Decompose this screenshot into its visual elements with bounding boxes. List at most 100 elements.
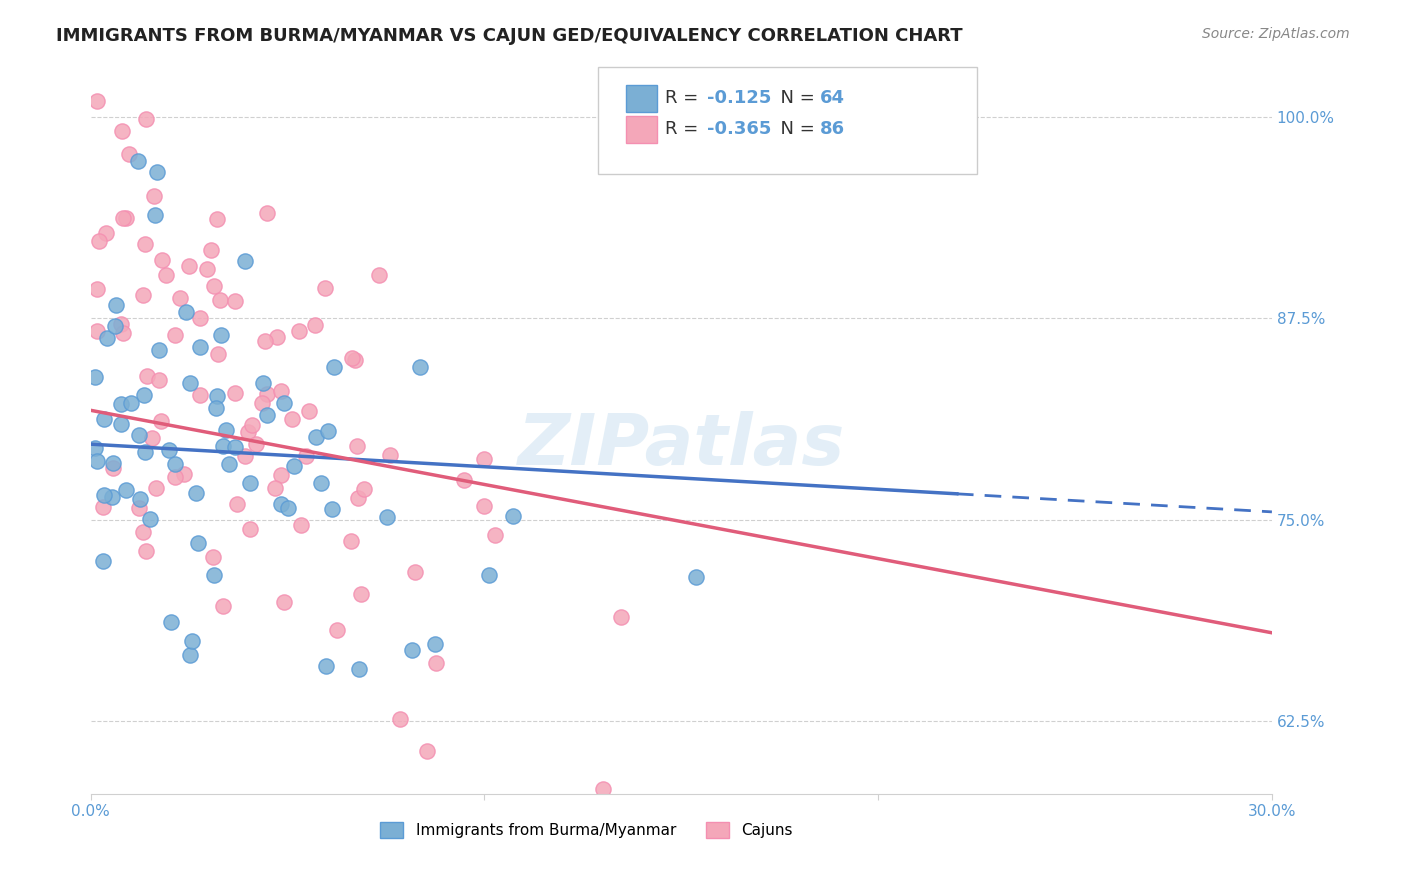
Point	[322, 359, 344, 374]
Point	[212, 438, 235, 452]
Point	[224, 385, 246, 400]
Point	[89, 234, 111, 248]
Point	[233, 449, 256, 463]
Point	[233, 253, 256, 268]
Point	[254, 334, 277, 348]
Point	[155, 268, 177, 282]
Text: Source: ZipAtlas.com: Source: ZipAtlas.com	[1202, 27, 1350, 41]
Point	[114, 483, 136, 497]
Point	[181, 633, 204, 648]
Point	[101, 460, 124, 475]
Point	[111, 326, 134, 340]
Point	[423, 637, 446, 651]
Point	[148, 343, 170, 358]
Point	[377, 510, 399, 524]
Point	[179, 376, 201, 390]
Point	[205, 401, 228, 416]
Point	[132, 524, 155, 539]
Point	[298, 404, 321, 418]
Point	[472, 499, 495, 513]
Point	[132, 388, 155, 402]
Point	[93, 554, 115, 568]
Point	[264, 481, 287, 495]
Point	[100, 491, 122, 505]
Point	[86, 282, 108, 296]
Point	[128, 428, 150, 442]
Point	[142, 188, 165, 202]
Point	[224, 294, 246, 309]
Point	[128, 501, 150, 516]
Point	[368, 268, 391, 282]
Point	[177, 259, 200, 273]
Legend: Immigrants from Burma/Myanmar, Cajuns: Immigrants from Burma/Myanmar, Cajuns	[374, 816, 799, 845]
Point	[314, 281, 336, 295]
Point	[252, 396, 274, 410]
Text: -0.125: -0.125	[707, 89, 772, 107]
Text: 64: 64	[820, 89, 845, 107]
Point	[160, 615, 183, 629]
Point	[127, 154, 149, 169]
Point	[256, 387, 278, 401]
Point	[120, 396, 142, 410]
Point	[173, 467, 195, 481]
Point	[202, 279, 225, 293]
Point	[135, 544, 157, 558]
Point	[169, 291, 191, 305]
Point	[288, 324, 311, 338]
Point	[311, 476, 333, 491]
Point	[685, 570, 707, 584]
Point	[129, 492, 152, 507]
Point	[236, 425, 259, 439]
Point	[179, 648, 201, 662]
Point	[502, 508, 524, 523]
Point	[294, 449, 316, 463]
Point	[143, 209, 166, 223]
Point	[91, 500, 114, 514]
Point	[353, 482, 375, 496]
Point	[347, 662, 370, 676]
Point	[218, 457, 240, 471]
Point	[163, 327, 186, 342]
Point	[281, 411, 304, 425]
Point	[224, 440, 246, 454]
Point	[86, 324, 108, 338]
Point	[83, 441, 105, 455]
Point	[139, 512, 162, 526]
Point	[409, 359, 432, 374]
Text: IMMIGRANTS FROM BURMA/MYANMAR VS CAJUN GED/EQUIVALENCY CORRELATION CHART: IMMIGRANTS FROM BURMA/MYANMAR VS CAJUN G…	[56, 27, 963, 45]
Point	[290, 517, 312, 532]
Point	[201, 549, 224, 564]
Point	[225, 497, 247, 511]
Point	[207, 347, 229, 361]
Point	[484, 527, 506, 541]
Point	[316, 424, 339, 438]
Point	[148, 373, 170, 387]
Point	[270, 497, 292, 511]
Point	[350, 587, 373, 601]
Point	[86, 94, 108, 108]
Point	[256, 409, 278, 423]
Point	[103, 457, 125, 471]
Point	[270, 468, 292, 483]
Point	[93, 411, 115, 425]
Point	[340, 351, 363, 366]
Text: R =: R =	[665, 89, 704, 107]
Point	[277, 501, 299, 516]
Point	[141, 431, 163, 445]
Point	[111, 211, 134, 225]
Point	[283, 459, 305, 474]
Point	[157, 442, 180, 457]
Text: N =: N =	[769, 120, 821, 138]
Point	[188, 388, 211, 402]
Point	[110, 417, 132, 432]
Point	[215, 423, 238, 437]
Point	[273, 396, 295, 410]
Point	[150, 414, 173, 428]
Point	[252, 376, 274, 390]
Point	[105, 298, 128, 312]
Point	[174, 305, 197, 319]
Point	[453, 473, 475, 487]
Text: -0.365: -0.365	[707, 120, 772, 138]
Point	[86, 454, 108, 468]
Point	[187, 535, 209, 549]
